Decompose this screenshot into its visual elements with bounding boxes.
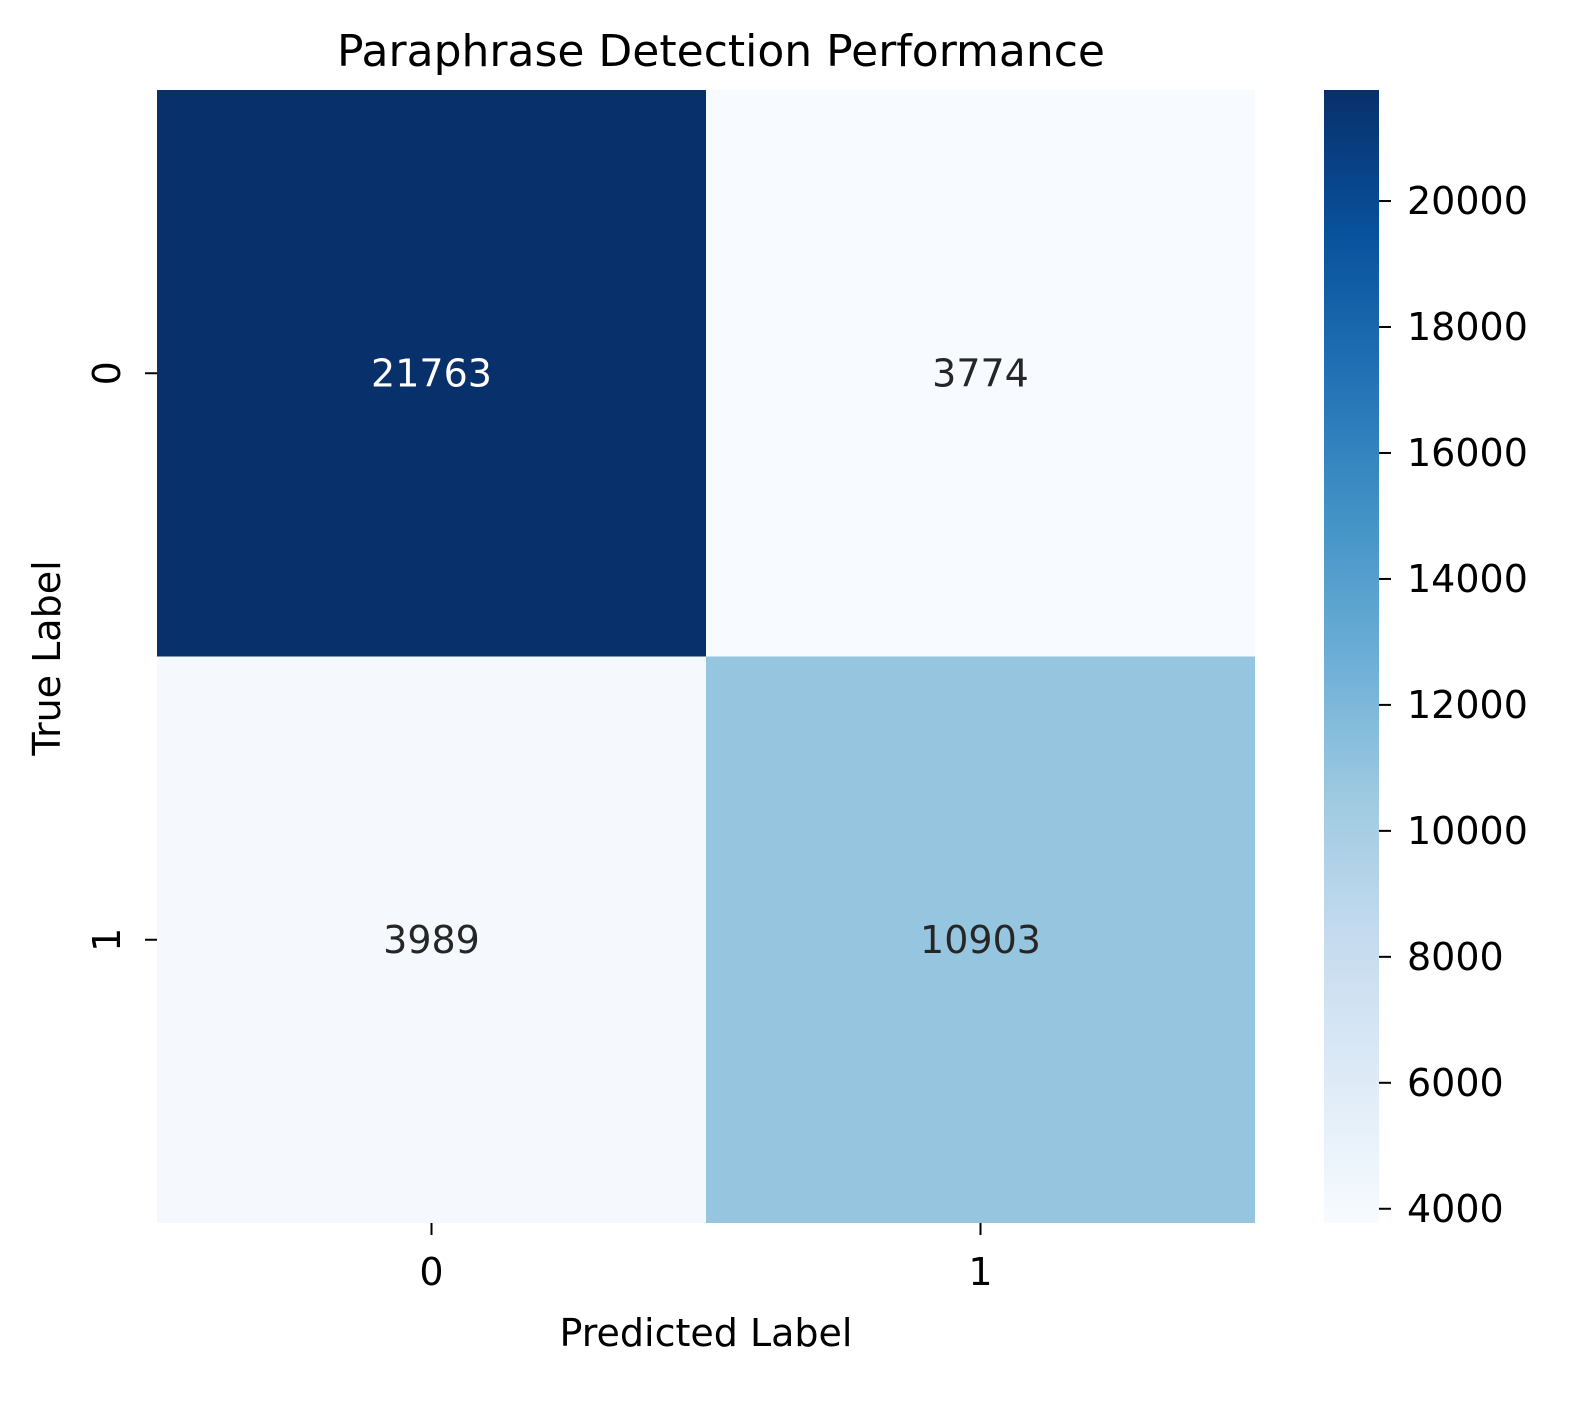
y-axis-ticks: 01 [85,361,157,952]
heatmap-cell-r0-c0 [157,90,706,657]
colorbar-tick-label-14000: 14000 [1407,557,1528,601]
cell-value-r1-c1: 10903 [920,918,1041,962]
colorbar-tick-label-12000: 12000 [1407,683,1528,727]
y-axis-label: True Label [25,560,69,756]
y-tick-label-1: 1 [85,928,129,952]
colorbar-tick-label-16000: 16000 [1407,431,1528,475]
cell-value-r1-c0: 3989 [383,918,480,962]
x-tick-label-0: 0 [419,1250,443,1294]
heatmap-cell-r1-c1 [706,656,1255,1223]
chart-title: Paraphrase Detection Performance [337,26,1105,77]
colorbar-tick-label-20000: 20000 [1407,179,1528,223]
x-tick-label-1: 1 [968,1250,992,1294]
colorbar-tick-label-10000: 10000 [1407,809,1528,853]
heatmap-cells [157,90,1255,1223]
y-tick-label-0: 0 [85,361,129,385]
colorbar [1324,90,1379,1223]
heatmap-cell-labels: 21763 3774 3989 10903 [371,351,1041,962]
colorbar-ticks: 4000 6000 8000 10000 12000 14000 16000 18000 200… [1379,179,1528,1231]
heatmap-cell-r0-c1 [706,90,1255,657]
colorbar-tick-label-6000: 6000 [1407,1061,1504,1105]
colorbar-tick-label-18000: 18000 [1407,305,1528,349]
colorbar-tick-label-8000: 8000 [1407,935,1504,979]
cell-value-r0-c0: 21763 [371,351,492,395]
heatmap-cell-r1-c0 [157,656,706,1223]
x-axis-label: Predicted Label [560,1311,853,1355]
cell-value-r0-c1: 3774 [932,351,1029,395]
colorbar-tick-label-4000: 4000 [1407,1187,1504,1231]
